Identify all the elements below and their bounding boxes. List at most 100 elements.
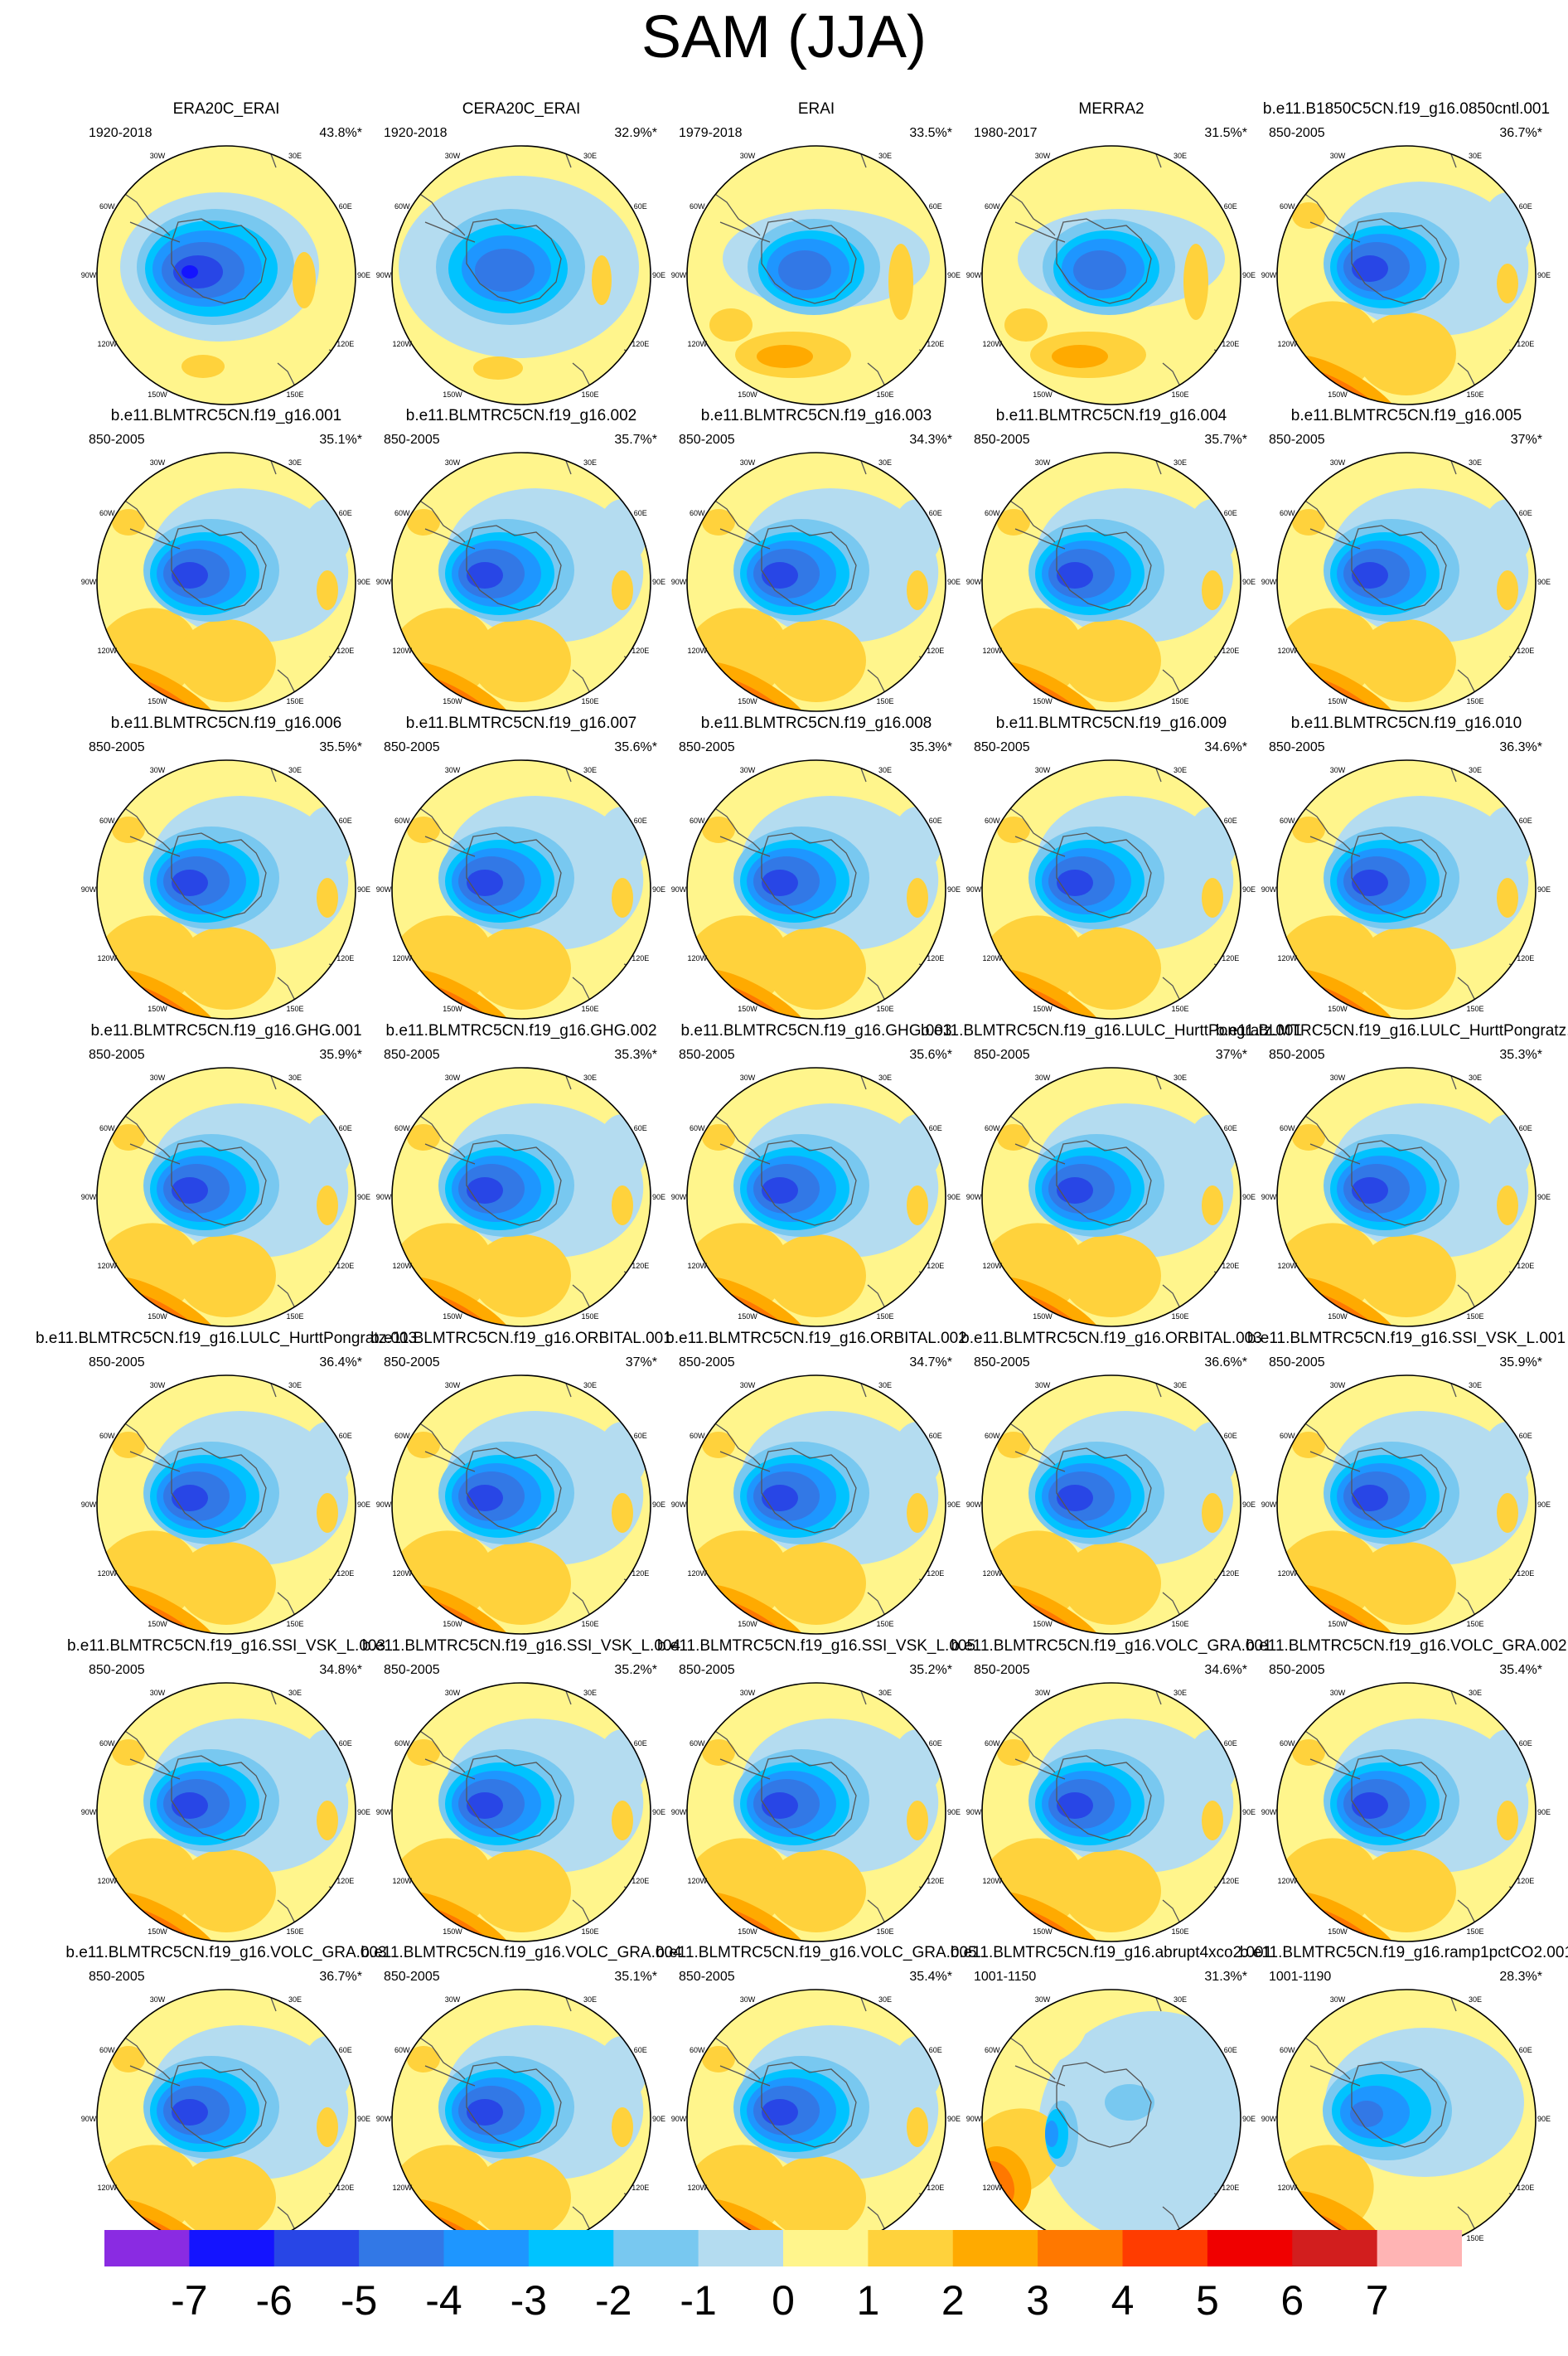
longitude-label: 90E xyxy=(947,885,961,894)
longitude-label: 60W xyxy=(1280,202,1295,211)
map-panel: b.e11.BLMTRC5CN.f19_g16.VOLC_GRA.005 850-… xyxy=(656,1943,977,2252)
map-boundary xyxy=(96,759,356,1020)
negative-core xyxy=(1073,250,1126,290)
map-panel: ERAI1979-201833.5%*030E60E90E120E150E180… xyxy=(669,99,964,408)
map-panel: b.e11.BLMTRC5CN.f19_g16.VOLC_GRA.003 850-… xyxy=(65,1943,387,2252)
antarctic-peninsula xyxy=(719,221,771,243)
contour-field xyxy=(982,760,1241,1019)
contour-field xyxy=(1277,1683,1536,1942)
panel-years: 850-2005 xyxy=(974,433,1030,447)
longitude-label: 60E xyxy=(1519,1124,1532,1132)
longitude-label: 150W xyxy=(1328,390,1348,399)
longitude-label: 30E xyxy=(1174,1074,1187,1082)
australia-coast xyxy=(1508,1271,1535,1307)
australia-coast xyxy=(623,1886,650,1922)
longitude-label: 120E xyxy=(1517,1877,1534,1885)
longitude-label: 30W xyxy=(740,458,756,467)
panel-explained-variance: 31.5%* xyxy=(1204,126,1247,140)
longitude-label: 90E xyxy=(652,1193,665,1201)
map-boundary xyxy=(391,452,651,712)
antarctic-peninsula xyxy=(129,2065,181,2087)
longitude-label: 150W xyxy=(738,1005,757,1013)
longitude-label: 60W xyxy=(985,1432,1000,1440)
longitude-label: 90E xyxy=(1537,1500,1551,1509)
longitude-label: 60E xyxy=(339,509,352,517)
contour-field xyxy=(687,760,946,1019)
negative-half xyxy=(1038,2011,1241,2243)
longitude-label: 60W xyxy=(985,202,1000,211)
longitude-label: 60W xyxy=(690,817,705,825)
positive-small-lobe xyxy=(1292,1124,1325,1151)
longitude-label: 30W xyxy=(740,1381,756,1389)
antarctic-peninsula xyxy=(424,1451,476,1472)
panel-title: b.e11.BLMTRC5CN.f19_g16.LULC_HurttPongra… xyxy=(35,1330,418,1347)
longitude-label: 30W xyxy=(445,766,461,774)
longitude-label: 150W xyxy=(1033,1005,1053,1013)
positive-lobe-2 xyxy=(1357,1234,1456,1317)
positive-lobe-2 xyxy=(472,1234,571,1317)
longitude-label: 60E xyxy=(1519,509,1532,517)
map-boundary xyxy=(981,1067,1241,1327)
antarctic-peninsula xyxy=(1014,1451,1066,1472)
panel-years: 850-2005 xyxy=(89,433,145,447)
panel-title: b.e11.BLMTRC5CN.f19_g16.ORBITAL.001 xyxy=(370,1330,672,1347)
longitude-label: 120W xyxy=(392,647,412,655)
longitude-label: 150W xyxy=(1033,1620,1053,1628)
longitude-label: 90W xyxy=(81,1808,97,1816)
colorbar-tick-label: -1 xyxy=(680,2277,717,2324)
positive-small-lobe xyxy=(407,1432,440,1458)
negative-core xyxy=(762,1485,798,1511)
south-america-coast xyxy=(414,1112,466,1158)
polar-map: 030E60E90E120E150E180150W120W90W60W30W xyxy=(376,1067,665,1327)
negative-core xyxy=(1352,1792,1388,1819)
panel-years: 850-2005 xyxy=(1269,433,1325,447)
polar-map: 030E60E90E120E150E180150W120W90W60W30W xyxy=(966,145,1256,405)
positive-lobe-2 xyxy=(1062,1849,1161,1932)
longitude-label: 90E xyxy=(1537,1193,1551,1201)
longitude-label: 150E xyxy=(581,1312,598,1321)
australia-coast xyxy=(328,1578,355,1615)
positive-lobe-2 xyxy=(767,1234,866,1317)
polar-map: 030E60E90E120E150E180150W120W90W60W30W xyxy=(376,759,665,1020)
longitude-label: 60E xyxy=(634,1432,647,1440)
longitude-label: 30E xyxy=(288,1381,302,1389)
panel-years: 850-2005 xyxy=(1269,126,1325,140)
south-america-coast xyxy=(414,804,466,851)
longitude-label: 60W xyxy=(1280,509,1295,517)
longitude-label: 90E xyxy=(652,1500,665,1509)
longitude-label: 150W xyxy=(443,390,462,399)
south-america-coast xyxy=(1299,497,1351,543)
map-boundary xyxy=(1276,759,1537,1020)
map-panel: b.e11.BLMTRC5CN.f19_g16.006 850-2005 35.5%… xyxy=(79,714,374,1022)
longitude-label: 30E xyxy=(1174,766,1187,774)
panel-title: b.e11.BLMTRC5CN.f19_g16.abrupt4xco2.001 xyxy=(950,1944,1273,1961)
south-america-coast xyxy=(1004,2034,1056,2080)
longitude-label: 60W xyxy=(99,509,115,517)
positive-small-lobe xyxy=(112,2046,145,2072)
antarctic-peninsula xyxy=(1309,2065,1361,2087)
negative-core xyxy=(1045,2121,1058,2147)
positive-east-lobe xyxy=(317,1801,338,1840)
antarctica-coast xyxy=(1351,1755,1447,1841)
longitude-label: 90E xyxy=(1242,885,1256,894)
longitude-label: 120W xyxy=(982,647,1002,655)
australia-coast xyxy=(918,963,945,1000)
antarctica-coast xyxy=(466,832,562,919)
longitude-label: 90W xyxy=(671,578,687,586)
longitude-label: 60W xyxy=(985,1739,1000,1748)
map-panel: b.e11.BLMTRC5CN.f19_g16.GHG.003 850-2005 3… xyxy=(669,1021,964,1330)
australia-coast xyxy=(1508,656,1535,692)
antarctica-coast xyxy=(171,2062,267,2148)
colorbar-swatch xyxy=(1038,2230,1124,2266)
longitude-label: 150E xyxy=(876,697,893,705)
panel-explained-variance: 35.3%* xyxy=(614,1048,657,1062)
longitude-label: 90W xyxy=(966,885,982,894)
longitude-label: 30W xyxy=(150,1995,166,2004)
longitude-label: 60E xyxy=(929,509,942,517)
longitude-label: 30W xyxy=(150,1381,166,1389)
contour-field xyxy=(687,1375,946,1634)
longitude-label: 30E xyxy=(878,1381,892,1389)
longitude-label: 90W xyxy=(1261,2115,1277,2123)
longitude-label: 90E xyxy=(652,2115,665,2123)
contour-field xyxy=(392,453,651,711)
